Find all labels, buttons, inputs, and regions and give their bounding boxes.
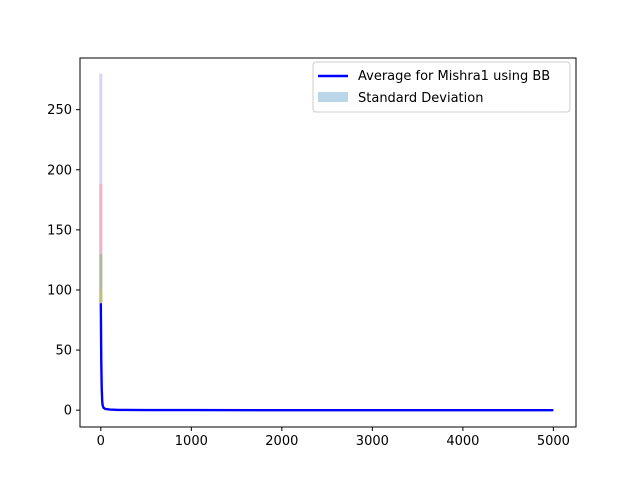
y-tick-label-250: 250 (47, 103, 72, 118)
std-spike-3 (99, 289, 103, 304)
x-tick-label-2000: 2000 (265, 434, 298, 449)
y-tick-label-150: 150 (47, 223, 72, 238)
y-tick-label-50: 50 (55, 344, 72, 359)
x-tick-label-5000: 5000 (537, 434, 570, 449)
legend-label-std: Standard Deviation (358, 91, 483, 106)
std-spike-2 (99, 253, 103, 304)
legend-frame (312, 61, 571, 113)
x-tick-label-3000: 3000 (356, 434, 389, 449)
legend-band-swatch (318, 92, 348, 102)
x-tick-label-1000: 1000 (175, 434, 208, 449)
y-tick-label-200: 200 (47, 163, 72, 178)
std-spike-1 (99, 184, 103, 304)
y-tick-label-0: 0 (64, 404, 72, 419)
x-tick-label-4000: 4000 (446, 434, 479, 449)
legend: Average for Mishra1 using BB Standard De… (312, 61, 571, 113)
y-tick-label-100: 100 (47, 283, 72, 298)
series-line-0 (99, 303, 554, 412)
legend-label-average: Average for Mishra1 using BB (358, 69, 550, 84)
x-tick-label-0: 0 (97, 434, 105, 449)
axes: 0 1000 2000 3000 4000 5000 0 50 100 150 200 250 (47, 57, 577, 449)
axes-frame (79, 57, 577, 428)
plot-area (99, 73, 554, 412)
